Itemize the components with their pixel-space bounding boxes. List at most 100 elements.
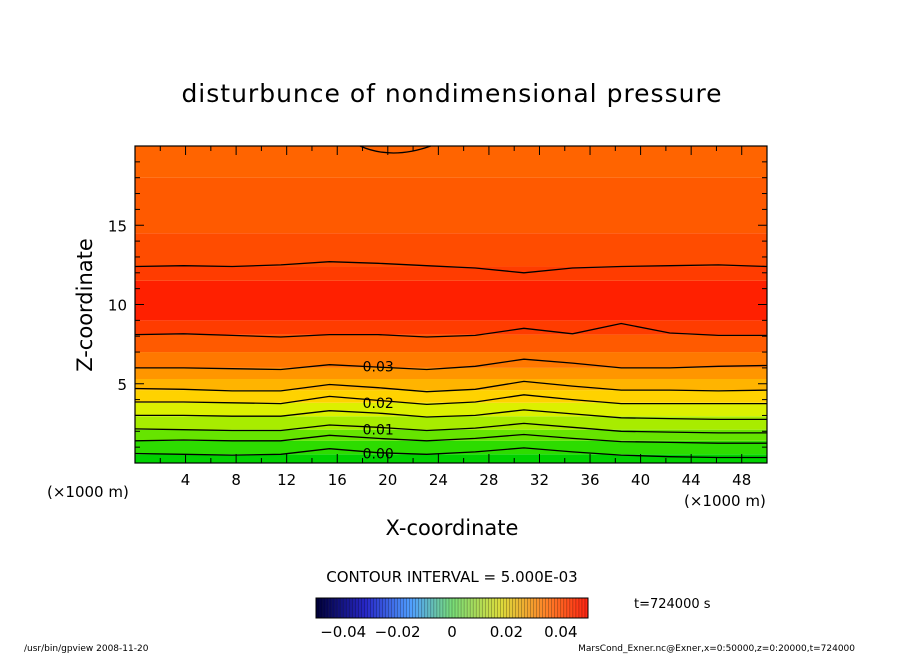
y-tick-label: 10	[108, 297, 127, 315]
y-tick-label: 5	[117, 376, 127, 394]
contour-line	[134, 380, 768, 393]
colorbar-cell	[448, 598, 453, 618]
colorbar-cell	[569, 598, 574, 618]
colorbar-cell	[482, 598, 486, 618]
x-tick-label: 16	[328, 471, 347, 489]
colorbar-cell	[436, 598, 441, 618]
colorbar-cell	[497, 598, 501, 618]
colorbar-cell	[455, 598, 459, 618]
colorbar-cell	[539, 598, 543, 618]
contour-line	[134, 261, 768, 274]
contour-interval-text: CONTOUR INTERVAL = 5.000E-03	[326, 568, 577, 586]
color-band	[135, 440, 767, 455]
colorbar-cell	[316, 598, 320, 618]
colorbar-cell	[418, 598, 422, 618]
colorbar-cell	[560, 598, 565, 618]
colorbar-cell	[512, 598, 516, 618]
colorbar-frame	[315, 597, 589, 619]
colorbar-cell	[557, 598, 561, 618]
colorbar-cell	[394, 598, 398, 618]
x-tick-label: 20	[378, 471, 397, 489]
colorbar-cell	[488, 598, 492, 618]
color-band	[135, 334, 767, 353]
colorbar-cell	[521, 598, 525, 618]
colorbar-cell	[361, 598, 365, 618]
colorbar-cell	[334, 598, 338, 618]
color-band	[135, 390, 767, 403]
y-axis: 5 10 15	[108, 161, 767, 448]
colorbar-cell	[445, 598, 450, 618]
color-band	[135, 280, 767, 321]
colorbar-cell	[485, 598, 489, 618]
colorbar-cell	[367, 598, 371, 618]
contour-lines	[134, 145, 768, 459]
colorbar-cell	[325, 598, 329, 618]
plot-area	[135, 146, 767, 463]
colorbar-cell	[572, 598, 577, 618]
chart-title: disturbunce of nondimensional pressure	[181, 79, 722, 108]
colorbar-cell	[527, 598, 531, 618]
colorbar-cell	[461, 598, 465, 618]
colorbar-cell	[397, 598, 401, 618]
colorbar-cell	[328, 598, 332, 618]
colorbar-cell	[349, 598, 353, 618]
color-band	[135, 320, 767, 335]
colorbar-cell	[322, 598, 326, 618]
colorbar-cell	[403, 598, 407, 618]
colorbar-cell	[554, 598, 558, 618]
contour-label: 0.02	[363, 396, 394, 412]
color-band	[135, 402, 767, 417]
colorbar-cell	[452, 598, 456, 618]
colorbar-cell	[319, 598, 323, 618]
x-axis: 4 8 12 16 20 24 28 32 36 40 44 48	[159, 146, 768, 489]
color-band	[135, 429, 767, 441]
colorbar-cell	[548, 598, 552, 618]
colorbar-cell	[352, 598, 356, 618]
colorbar-cell	[406, 598, 410, 618]
colorbar-cell	[430, 598, 435, 618]
colorbar-tick-label: −0.04	[320, 623, 366, 641]
colorbar-cell	[476, 598, 480, 618]
x-tick-label: 40	[631, 471, 650, 489]
color-band	[135, 416, 767, 430]
colorbar-cell	[509, 598, 513, 618]
contour-label: 0.00	[363, 446, 394, 462]
colorbar-cell	[424, 598, 429, 618]
colorbar-cell	[340, 598, 344, 618]
colorbar-cell	[370, 598, 374, 618]
colorbar-cell	[421, 598, 425, 618]
colorbar-cell	[373, 598, 377, 618]
colorbar-cell	[388, 598, 392, 618]
contour-line	[135, 394, 767, 406]
colorbar-cell	[584, 598, 589, 618]
color-band	[135, 352, 767, 368]
colorbar-cell	[391, 598, 395, 618]
colorbar-cell	[515, 598, 519, 618]
x-tick-label: 32	[530, 471, 549, 489]
colorbar-cell	[503, 598, 507, 618]
color-band	[135, 177, 767, 234]
contour-line	[134, 322, 767, 338]
contour-line	[135, 358, 768, 371]
colorbar-cell	[331, 598, 335, 618]
colorbar-tick-label: 0	[447, 623, 457, 641]
colorbar-cell	[566, 598, 571, 618]
colorbar-cell	[337, 598, 341, 618]
colorbar-cell	[473, 598, 477, 618]
color-band	[135, 367, 767, 379]
colorbar-cell	[500, 598, 504, 618]
x-tick-label: 28	[479, 471, 498, 489]
colorbar-cell	[464, 598, 468, 618]
colorbar-cell	[346, 598, 350, 618]
colorbar-cell	[563, 598, 568, 618]
y-axis-label: Z-coordinate	[73, 238, 97, 372]
color-band	[135, 378, 767, 391]
colorbar-cell	[575, 598, 580, 618]
colorbar-cell	[458, 598, 462, 618]
colorbar-cell	[530, 598, 534, 618]
contour-line	[359, 145, 431, 154]
contour-labels: 0.03 0.02 0.01 0.00	[363, 359, 394, 462]
colorbar-cell	[533, 598, 537, 618]
colorbar-cell	[581, 598, 586, 618]
